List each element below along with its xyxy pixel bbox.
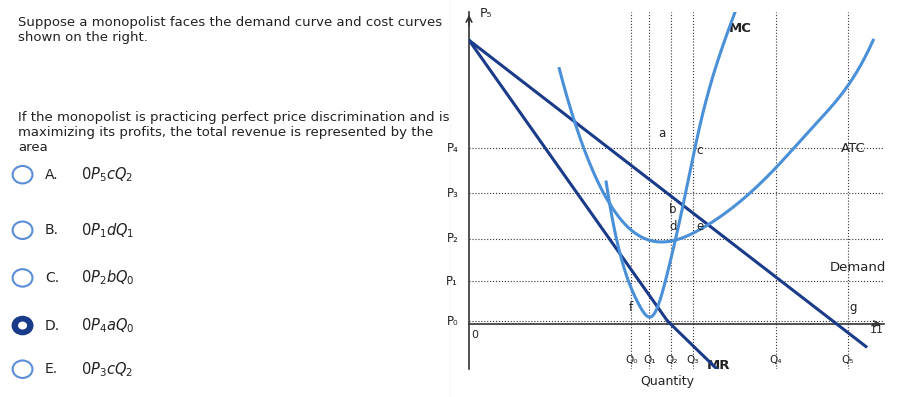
Text: Suppose a monopolist faces the demand curve and cost curves
shown on the right.: Suppose a monopolist faces the demand cu… <box>18 16 442 44</box>
Text: Demand: Demand <box>830 260 886 274</box>
Text: $0P_2bQ_0$: $0P_2bQ_0$ <box>81 268 134 287</box>
Text: f: f <box>629 301 632 314</box>
Text: 11: 11 <box>870 325 884 335</box>
Text: P₄: P₄ <box>446 141 458 154</box>
Text: Q₅: Q₅ <box>842 355 854 365</box>
Text: P₅: P₅ <box>480 8 492 20</box>
Text: d: d <box>669 220 676 233</box>
Text: $0P_3cQ_2$: $0P_3cQ_2$ <box>81 360 133 379</box>
Text: Q₂: Q₂ <box>665 355 677 365</box>
Text: Q₃: Q₃ <box>686 355 699 365</box>
Text: ATC: ATC <box>841 141 865 154</box>
Text: MR: MR <box>707 359 731 372</box>
Text: D.: D. <box>45 318 60 333</box>
Text: 0: 0 <box>471 330 478 339</box>
Text: $0P_1dQ_1$: $0P_1dQ_1$ <box>81 221 134 240</box>
Text: g: g <box>850 301 857 314</box>
Text: Q₀: Q₀ <box>625 355 638 365</box>
Text: Q₁: Q₁ <box>643 355 656 365</box>
Text: P₂: P₂ <box>446 232 458 245</box>
Text: Q₄: Q₄ <box>769 355 782 365</box>
Text: $0P_4aQ_0$: $0P_4aQ_0$ <box>81 316 134 335</box>
Text: $0P_5cQ_2$: $0P_5cQ_2$ <box>81 165 133 184</box>
Text: a: a <box>658 127 666 139</box>
Text: If the monopolist is practicing perfect price discrimination and is
maximizing i: If the monopolist is practicing perfect … <box>18 111 449 154</box>
Circle shape <box>18 322 27 330</box>
Text: A.: A. <box>45 168 59 182</box>
Text: e: e <box>696 220 704 233</box>
Text: P₁: P₁ <box>446 275 458 288</box>
Circle shape <box>13 317 32 334</box>
Text: MC: MC <box>729 21 751 35</box>
Text: P₀: P₀ <box>446 314 458 328</box>
Text: b: b <box>669 203 676 216</box>
Text: B.: B. <box>45 223 60 237</box>
Text: Quantity: Quantity <box>640 375 695 388</box>
Text: E.: E. <box>45 362 59 376</box>
Text: P₃: P₃ <box>446 187 458 200</box>
Text: C.: C. <box>45 271 60 285</box>
Text: c: c <box>696 144 703 156</box>
